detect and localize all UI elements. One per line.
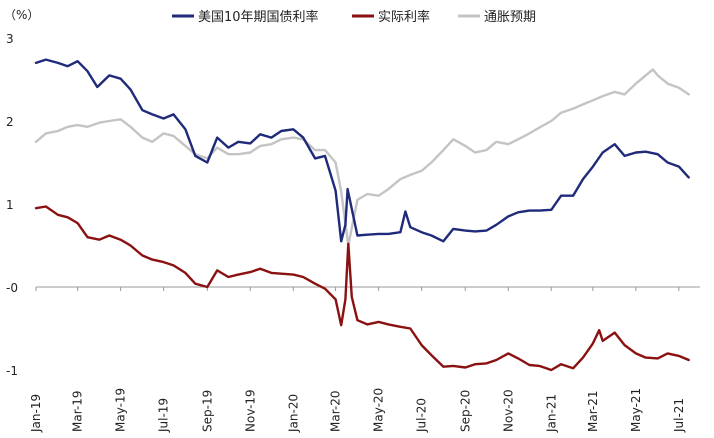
- x-tick-label-0: Jan-19: [29, 394, 43, 433]
- series-line-2: [34, 68, 690, 247]
- x-tick-label-12: Jan-21: [544, 394, 558, 433]
- x-tick-label-9: Jul-20: [415, 398, 429, 433]
- x-axis-ticks: Jan-19 Mar-19 May-19 Jul-19 Sep-19 Nov-19 Jan-…: [29, 287, 686, 433]
- legend-label-0: 美国10年期国债利率: [198, 9, 319, 25]
- x-tick-label-10: Sep-20: [458, 390, 472, 432]
- x-tick-label-5: Nov-19: [243, 389, 257, 432]
- unit-label: （%）: [4, 8, 39, 22]
- legend: 美国10年期国债利率 实际利率 通胀预期: [172, 9, 536, 25]
- series-lines: [34, 58, 690, 372]
- x-tick-label-1: Mar-19: [71, 391, 85, 432]
- x-tick-label-3: Jul-19: [157, 398, 171, 433]
- x-tick-label-2: May-19: [114, 388, 128, 432]
- x-tick-label-15: Jul-21: [672, 398, 686, 433]
- y-tick-label-0: 3: [6, 32, 14, 46]
- x-tick-label-11: Nov-20: [501, 389, 515, 432]
- x-tick-label-7: Mar-20: [329, 391, 343, 432]
- x-tick-label-4: Sep-19: [200, 390, 214, 432]
- x-tick-label-13: Mar-21: [586, 391, 600, 432]
- x-tick-label-6: Jan-20: [286, 394, 300, 433]
- y-tick-label-2: 1: [6, 198, 14, 212]
- y-tick-label-1: 2: [6, 115, 14, 129]
- series-line-1: [34, 205, 690, 372]
- legend-label-2: 通胀预期: [484, 10, 536, 25]
- y-tick-label-3: -0: [6, 281, 18, 295]
- x-tick-label-8: May-20: [372, 388, 386, 432]
- y-axis-tick-labels: 3 2 1 -0 -1: [6, 32, 18, 378]
- y-tick-label-4: -1: [6, 364, 18, 378]
- series-line-0: [34, 58, 690, 243]
- x-tick-label-14: May-21: [629, 388, 643, 432]
- legend-label-1: 实际利率: [378, 9, 430, 25]
